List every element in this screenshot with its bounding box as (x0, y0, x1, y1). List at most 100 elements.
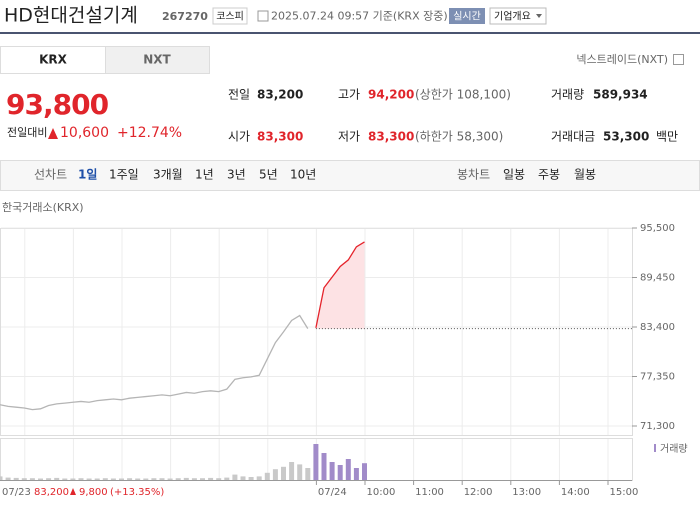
toolbar-label: 봉차트 (457, 168, 490, 182)
toolbar-label: 선차트 (34, 168, 67, 182)
period-button[interactable]: 1일 (78, 168, 97, 182)
x-tick-label: 10:00 (367, 487, 396, 498)
volume-bar (281, 466, 286, 480)
volume-bar (289, 462, 295, 480)
toolbar (0, 160, 700, 191)
volume-bar (264, 472, 270, 480)
price-change: 10,600 (60, 125, 109, 141)
period-button[interactable]: 1주일 (109, 168, 139, 182)
volume-bar (5, 477, 11, 480)
x-tick-label: 07/24 (318, 487, 347, 498)
volume-bar (0, 476, 3, 480)
volume-bar (151, 478, 157, 480)
volume-bar (240, 476, 246, 480)
period-button[interactable]: 주봉 (538, 168, 560, 182)
tab-label[interactable]: KRX (39, 53, 68, 67)
up-icon (48, 128, 58, 139)
volume-bar (256, 476, 262, 480)
stat-value: 94,200 (368, 88, 414, 102)
market-label: 코스피 (216, 11, 244, 23)
tab-krx[interactable] (0, 46, 106, 74)
info-change: 9,800 (79, 487, 108, 498)
volume-bar (208, 477, 214, 480)
tab-nxt[interactable] (105, 46, 210, 74)
volume-bar (143, 478, 149, 480)
period-button[interactable]: 1년 (195, 168, 214, 182)
current-price: 93,800 (6, 88, 109, 121)
stock-name: HD현대건설기계 (4, 5, 138, 27)
info-price: 83,200 (34, 487, 69, 498)
nxt-link[interactable]: 넥스트레이드(NXT) (576, 53, 668, 66)
stat-label: 거래량 (551, 88, 584, 102)
volume-bar (86, 478, 92, 480)
volume-bar (313, 444, 319, 480)
volume-bar (305, 468, 311, 480)
volume-bar (272, 469, 278, 480)
y-tick-label: 95,500 (640, 223, 675, 234)
dropdown-arrow (536, 14, 542, 18)
help-icon[interactable] (673, 54, 684, 65)
stat-value: 83,300 (257, 130, 303, 144)
company-button[interactable] (489, 7, 547, 25)
volume-bar (119, 478, 124, 480)
volume-bar (362, 463, 367, 480)
volume-bar (345, 459, 351, 480)
stat-value: 589,934 (593, 88, 648, 102)
period-button[interactable]: 3년 (227, 168, 246, 182)
volume-bar (248, 477, 254, 480)
volume-bar (29, 478, 35, 480)
stat-note: (하한가 58,300) (415, 130, 503, 144)
x-tick-label: 13:00 (512, 487, 541, 498)
volume-bar (200, 478, 205, 480)
price-area (315, 241, 365, 329)
price-line (315, 241, 365, 328)
realtime-button[interactable] (449, 8, 485, 24)
stat-value: 53,300 (603, 130, 649, 144)
stat-label: 거래대금 (551, 130, 595, 144)
stat-unit: 백만 (656, 130, 678, 144)
price-line (0, 314, 309, 411)
volume-bar (46, 478, 52, 480)
x-tick-label: 15:00 (610, 487, 639, 498)
x-tick-label: 12:00 (464, 487, 493, 498)
period-button[interactable]: 10년 (290, 168, 316, 182)
realtime-label[interactable]: 실시간 (453, 11, 481, 23)
timestamp: 2025.07.24 09:57 기준(KRX 장중) (271, 10, 448, 23)
tab-label[interactable]: NXT (143, 53, 171, 67)
volume-bar (175, 478, 181, 480)
volume-bar (159, 478, 165, 480)
stock-code: 267270 (162, 10, 208, 23)
period-button[interactable]: 월봉 (574, 168, 596, 182)
stat-note: (상한가 108,100) (415, 88, 511, 102)
x-tick-label: 14:00 (561, 487, 590, 498)
chart-subtitle: 한국거래소(KRX) (2, 201, 84, 214)
volume-bar (70, 478, 76, 480)
volume-bar (38, 478, 43, 480)
stat-label: 저가 (338, 130, 360, 144)
period-button[interactable]: 5년 (259, 168, 278, 182)
volume-bar (224, 477, 230, 480)
volume-bar (183, 477, 189, 480)
change-label: 전일대비 (7, 125, 47, 139)
volume-bar (21, 478, 27, 480)
period-button[interactable]: 일봉 (503, 168, 525, 182)
volume-bar (353, 468, 359, 480)
y-tick-label: 71,300 (640, 421, 675, 432)
volume-bar (127, 478, 133, 480)
x-tick-label: 11:00 (415, 487, 444, 498)
y-tick-label: 89,450 (640, 273, 675, 284)
volume-bar (54, 477, 60, 480)
period-button[interactable]: 3개월 (153, 168, 183, 182)
volume-bar (297, 464, 303, 480)
volume-legend-swatch (654, 444, 656, 452)
company-label[interactable]: 기업개요 (494, 10, 531, 23)
volume-bar (78, 478, 84, 480)
volume-bar (167, 478, 173, 480)
volume-bar (337, 465, 343, 480)
volume-bar (232, 474, 238, 480)
calendar-icon (257, 10, 269, 22)
volume-bar (191, 478, 197, 480)
